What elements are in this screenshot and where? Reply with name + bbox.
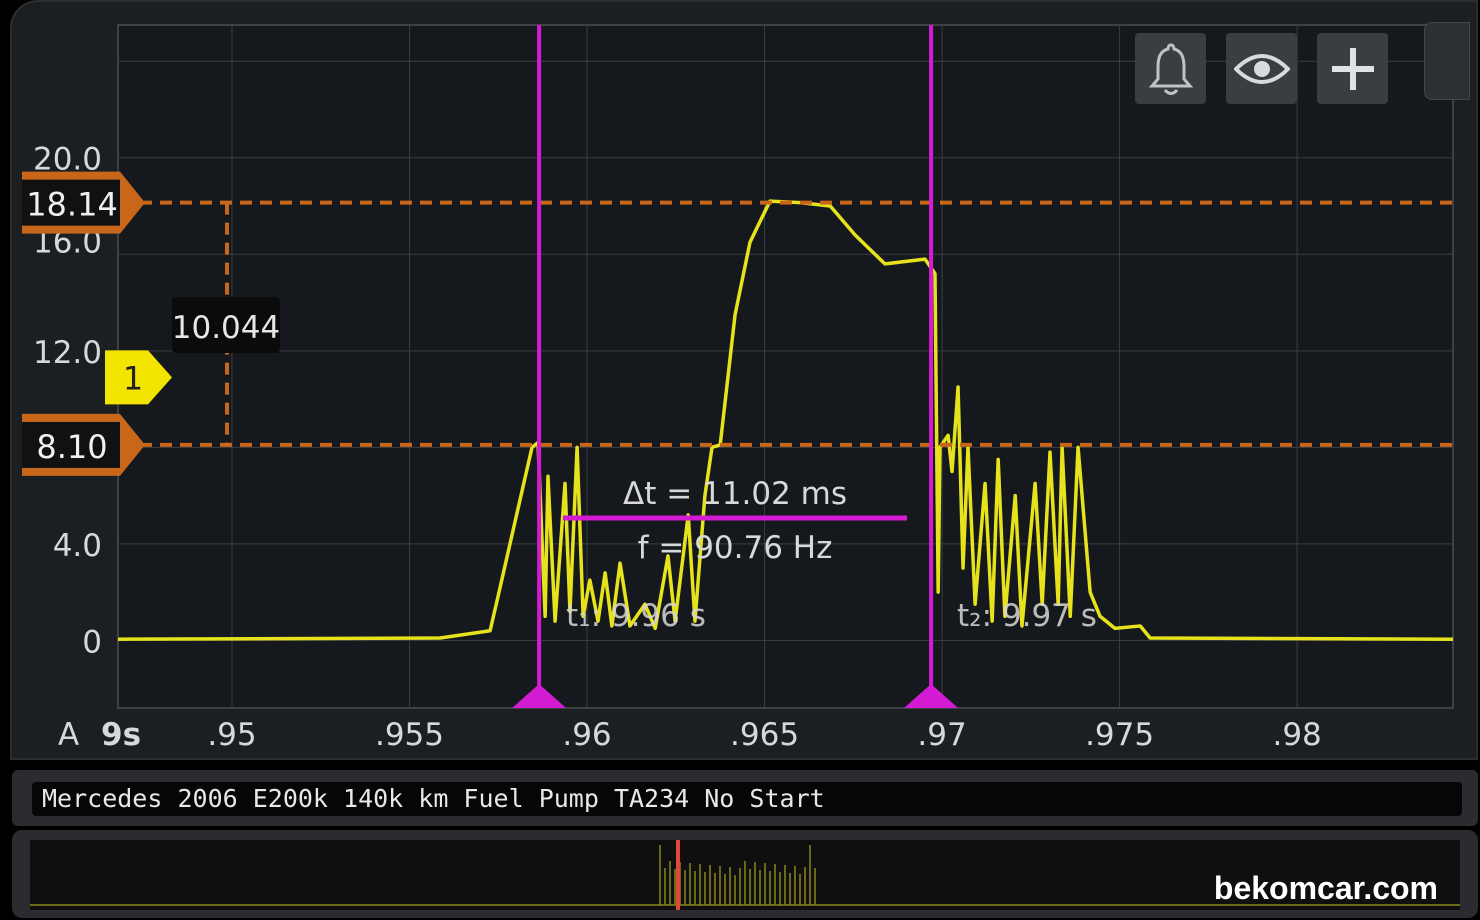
t1-cursor-handle[interactable]	[512, 684, 567, 708]
t2-label: t₂: 9.97 s	[957, 598, 1097, 634]
bell-icon	[1148, 42, 1193, 95]
x-tick-label: .98	[1272, 717, 1321, 753]
plus-icon	[1331, 47, 1374, 90]
capture-title[interactable]: Mercedes 2006 E200k 140k km Fuel Pump TA…	[32, 782, 1462, 816]
visibility-button[interactable]	[1226, 33, 1297, 104]
overview-position-marker	[676, 840, 680, 910]
x-tick-label: .95	[207, 717, 256, 753]
eye-icon	[1233, 53, 1290, 84]
level-delta-value: 10.044	[172, 310, 280, 346]
channel-1-label: 1	[123, 359, 143, 397]
x-tick-label: .965	[730, 717, 799, 753]
level-delta-box	[172, 297, 280, 353]
waveform-trace	[117, 199, 1454, 641]
lower-level-cursor-box	[22, 421, 120, 468]
overview-strip[interactable]: bekomcar.com	[12, 830, 1478, 918]
y-tick-label: 12.0	[33, 335, 102, 371]
x-tick-label: .955	[375, 717, 444, 753]
y-tick-label: 0	[82, 624, 102, 660]
lower-level-cursor-value: 8.10	[36, 428, 107, 466]
overview-waveform	[30, 840, 1460, 910]
y-tick-label: 4.0	[53, 528, 102, 564]
y-unit-label: A	[58, 717, 79, 753]
t2-cursor-handle[interactable]	[904, 684, 959, 708]
frequency-label: f = 90.76 Hz	[638, 530, 833, 566]
upper-level-cursor-box	[22, 179, 120, 226]
x-unit-label: 9s	[101, 717, 141, 753]
side-panel-handle[interactable]	[1424, 22, 1470, 100]
channel-1-marker[interactable]	[105, 350, 172, 405]
plot-area	[117, 24, 1454, 709]
t1-label: t₁: 9.96 s	[566, 598, 706, 634]
alarm-button[interactable]	[1135, 33, 1206, 104]
watermark: bekomcar.com	[1213, 870, 1438, 906]
title-bar: Mercedes 2006 E200k 140k km Fuel Pump TA…	[12, 770, 1478, 826]
x-tick-label: .96	[562, 717, 611, 753]
upper-level-cursor-value: 18.14	[26, 186, 118, 224]
x-tick-label: .97	[917, 717, 966, 753]
add-button[interactable]	[1317, 33, 1388, 104]
x-tick-label: .975	[1085, 717, 1154, 753]
waveform-chart[interactable]: 04.012.016.020.0.95.955.96.965.97.975.98…	[0, 0, 1480, 760]
overview-track[interactable]: bekomcar.com	[30, 840, 1460, 910]
delta-t-label: Δt = 11.02 ms	[623, 476, 847, 512]
